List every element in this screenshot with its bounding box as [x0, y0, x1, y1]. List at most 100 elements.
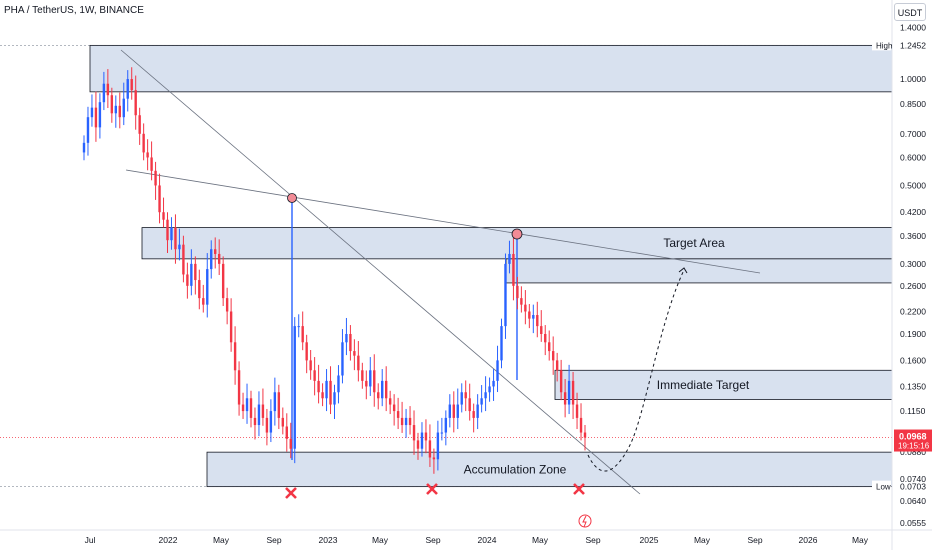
candle-body — [273, 392, 277, 412]
candle-body — [313, 370, 316, 381]
candle-body — [333, 392, 336, 405]
candle-body — [412, 425, 416, 441]
y-tick-label: 1.0000 — [900, 74, 926, 84]
candle-body — [400, 417, 404, 426]
x-tick-label: Sep — [585, 535, 600, 545]
candle-body — [424, 432, 428, 441]
candle-body — [484, 392, 487, 399]
candle-body — [146, 152, 149, 158]
candle-body — [420, 432, 424, 449]
candle-body — [329, 380, 332, 405]
candle-body — [261, 404, 265, 418]
candle-body — [476, 404, 479, 418]
candle-body — [357, 355, 360, 371]
zone-target-area-lower — [505, 258, 893, 284]
low-tag-label: Low — [876, 483, 891, 492]
candle-body — [186, 274, 189, 286]
event-flash-icon[interactable] — [578, 514, 592, 528]
candle-body — [555, 360, 559, 371]
candle-body — [436, 432, 440, 460]
candle-body — [571, 380, 575, 405]
x-tick-label: 2023 — [319, 535, 338, 545]
candle-body — [563, 392, 567, 405]
currency-button[interactable]: USDT — [894, 3, 926, 21]
x-tick-label: 2025 — [640, 535, 659, 545]
candle-body — [150, 157, 153, 171]
y-tick-label: 1.2452 — [900, 40, 926, 50]
candle-body — [110, 95, 114, 114]
candle-body — [544, 333, 547, 343]
y-tick-label: 0.1150 — [900, 406, 926, 416]
low-x-marker — [573, 483, 585, 495]
y-tick-label: 0.0703 — [900, 482, 926, 492]
low-x-marker — [285, 487, 297, 499]
x-stroke — [426, 483, 438, 495]
candle-body — [448, 404, 452, 418]
candle-body — [520, 298, 523, 305]
x-tick-label: Sep — [266, 535, 281, 545]
low-tag-bg — [872, 480, 891, 492]
candle-body — [225, 298, 229, 312]
candle-body — [138, 115, 141, 134]
y-tick-label: 0.2200 — [900, 306, 926, 316]
candle-body — [492, 380, 495, 387]
candle-body — [210, 249, 213, 270]
candle-body — [178, 244, 181, 250]
candle-body — [265, 417, 269, 433]
candle-body — [353, 351, 356, 356]
y-tick-label: 0.5000 — [900, 180, 926, 190]
candle-body — [548, 342, 551, 352]
candle-body — [241, 404, 245, 412]
candle-body — [233, 342, 237, 371]
candle-body — [396, 411, 400, 418]
candle-body — [321, 392, 324, 399]
candle-body — [206, 269, 209, 305]
y-tick-label: 0.1600 — [900, 355, 926, 365]
candle-body — [512, 253, 515, 286]
last-price-value: 0.0968 — [899, 432, 927, 442]
x-tick-label: Jul — [85, 535, 96, 545]
candle-body — [249, 398, 253, 418]
candle-body — [190, 263, 193, 286]
symbol-title: PHA / TetherUS, 1W, BINANCE — [4, 5, 144, 16]
y-tick-label: 0.3600 — [900, 231, 926, 241]
candle-body — [516, 285, 519, 299]
y-tick-label: 0.0740 — [900, 474, 926, 484]
y-tick-label: 0.6000 — [900, 152, 926, 162]
candle-body — [373, 370, 376, 393]
pivot-circle-marker — [287, 193, 297, 203]
candle-body — [126, 79, 129, 99]
candle-body — [408, 417, 412, 426]
candle-body — [440, 432, 444, 434]
y-tick-label: 0.8500 — [900, 99, 926, 109]
candle-body — [102, 83, 106, 103]
last-price-countdown: 19:15:16 — [898, 442, 930, 451]
candle-body — [170, 227, 173, 241]
candle-body — [472, 411, 475, 418]
candle-body — [245, 398, 249, 412]
candle-body — [90, 107, 94, 118]
candle-body — [198, 280, 201, 299]
candle-body — [349, 333, 352, 352]
candle-body — [134, 90, 137, 116]
candle-body — [575, 404, 579, 418]
candle-body — [416, 440, 420, 449]
candle-body — [174, 227, 177, 250]
candle-body — [444, 417, 448, 433]
candle-body — [540, 326, 543, 334]
candle-body — [460, 392, 463, 405]
candle-body — [162, 212, 165, 220]
candle-body — [202, 298, 205, 305]
candle-body — [464, 392, 467, 399]
zone-accumulation-zone — [206, 451, 893, 488]
y-tick-label: 0.3000 — [900, 259, 926, 269]
candle-body — [253, 417, 257, 426]
candle-body — [559, 370, 563, 393]
candle-body — [277, 392, 281, 418]
x-tick-label: May — [694, 535, 711, 545]
candle-body — [496, 360, 499, 381]
candle-body — [82, 142, 86, 153]
candle-body — [297, 326, 300, 328]
candle-body — [345, 333, 348, 343]
